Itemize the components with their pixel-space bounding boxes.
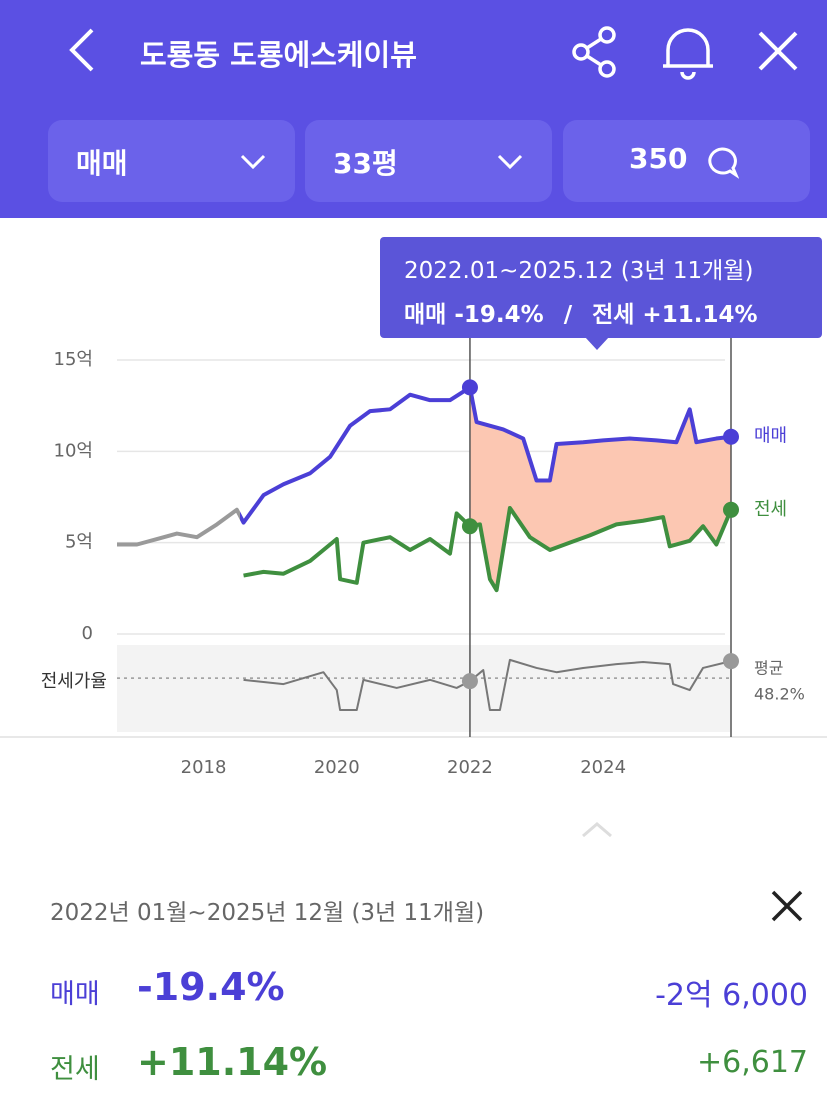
size-select[interactable]: 33평: [305, 120, 552, 202]
header: 도룡동 도룡에스케이뷰 매매 33평 350: [0, 0, 827, 218]
close-button[interactable]: [758, 31, 798, 71]
page-title: 도룡동 도룡에스케이뷰: [140, 38, 417, 72]
summary-jeonse-label: 전세: [50, 1054, 100, 1085]
x-tick-label: 2020: [314, 757, 360, 778]
range-point: [461, 673, 478, 690]
tooltip-period: 2022.01~2025.12 (3년 11개월): [404, 258, 754, 284]
trade-type: 매매: [76, 147, 128, 180]
series-label: 전세가율: [41, 671, 107, 692]
range-point: [723, 501, 739, 518]
size: 33평: [333, 147, 398, 180]
range-point: [461, 518, 478, 535]
series-line: [243, 505, 733, 593]
tooltip-jeonse: 전세 +11.14%: [592, 302, 758, 328]
alarm-button[interactable]: [663, 28, 713, 80]
series-label: 매매: [754, 426, 787, 447]
y-tick-label: 5억: [65, 532, 93, 553]
collapse-icon[interactable]: [577, 818, 617, 842]
range-point: [723, 653, 739, 670]
tooltip-sale: 매매 -19.4%: [404, 302, 544, 328]
share-button[interactable]: [572, 26, 616, 78]
ratio-panel: [117, 645, 730, 732]
series-line: [243, 658, 732, 712]
x-tick-label: 2022: [447, 757, 493, 778]
range-point: [461, 379, 478, 396]
tooltip-change: 매매 -19.4% / 전세 +11.14%: [404, 295, 758, 329]
y-tick-label: 15억: [54, 349, 93, 370]
dropdown-icon: [497, 154, 523, 170]
average-label: 48.2%: [754, 685, 805, 704]
summary-jeonse-amount: +6,617: [696, 1045, 808, 1080]
series-line: [117, 385, 732, 547]
summary-sale-change: -19.4%: [137, 965, 285, 1009]
tooltip: 2022.01~2025.12 (3년 11개월) 매매 -19.4% / 전세…: [380, 237, 822, 338]
comment-count: 350: [629, 142, 688, 175]
tooltip-separator: /: [563, 302, 573, 328]
summary-period: 2022년 01월~2025년 12월 (3년 11개월): [50, 900, 485, 926]
dropdown-icon: [240, 154, 266, 170]
summary-close[interactable]: [770, 889, 804, 923]
summary-jeonse-change: +11.14%: [137, 1040, 328, 1084]
back-button[interactable]: [69, 28, 94, 72]
y-tick-label: 10억: [54, 440, 93, 461]
summary-sale-amount: -2억 6,000: [655, 978, 808, 1013]
x-tick-label: 2018: [181, 757, 227, 778]
summary-sale-label: 매매: [50, 979, 100, 1010]
average-name: 평균: [754, 659, 783, 678]
x-tick-label: 2024: [580, 757, 626, 778]
range-point: [723, 428, 739, 445]
comments-button[interactable]: 350: [563, 120, 810, 202]
comment-icon: [708, 147, 739, 179]
header-icons: [69, 26, 798, 80]
y-tick-label: 0: [82, 623, 93, 644]
trade-type-select[interactable]: 매매: [48, 120, 295, 202]
series-label: 전세: [754, 499, 787, 520]
tooltip-arrow: [585, 337, 609, 350]
